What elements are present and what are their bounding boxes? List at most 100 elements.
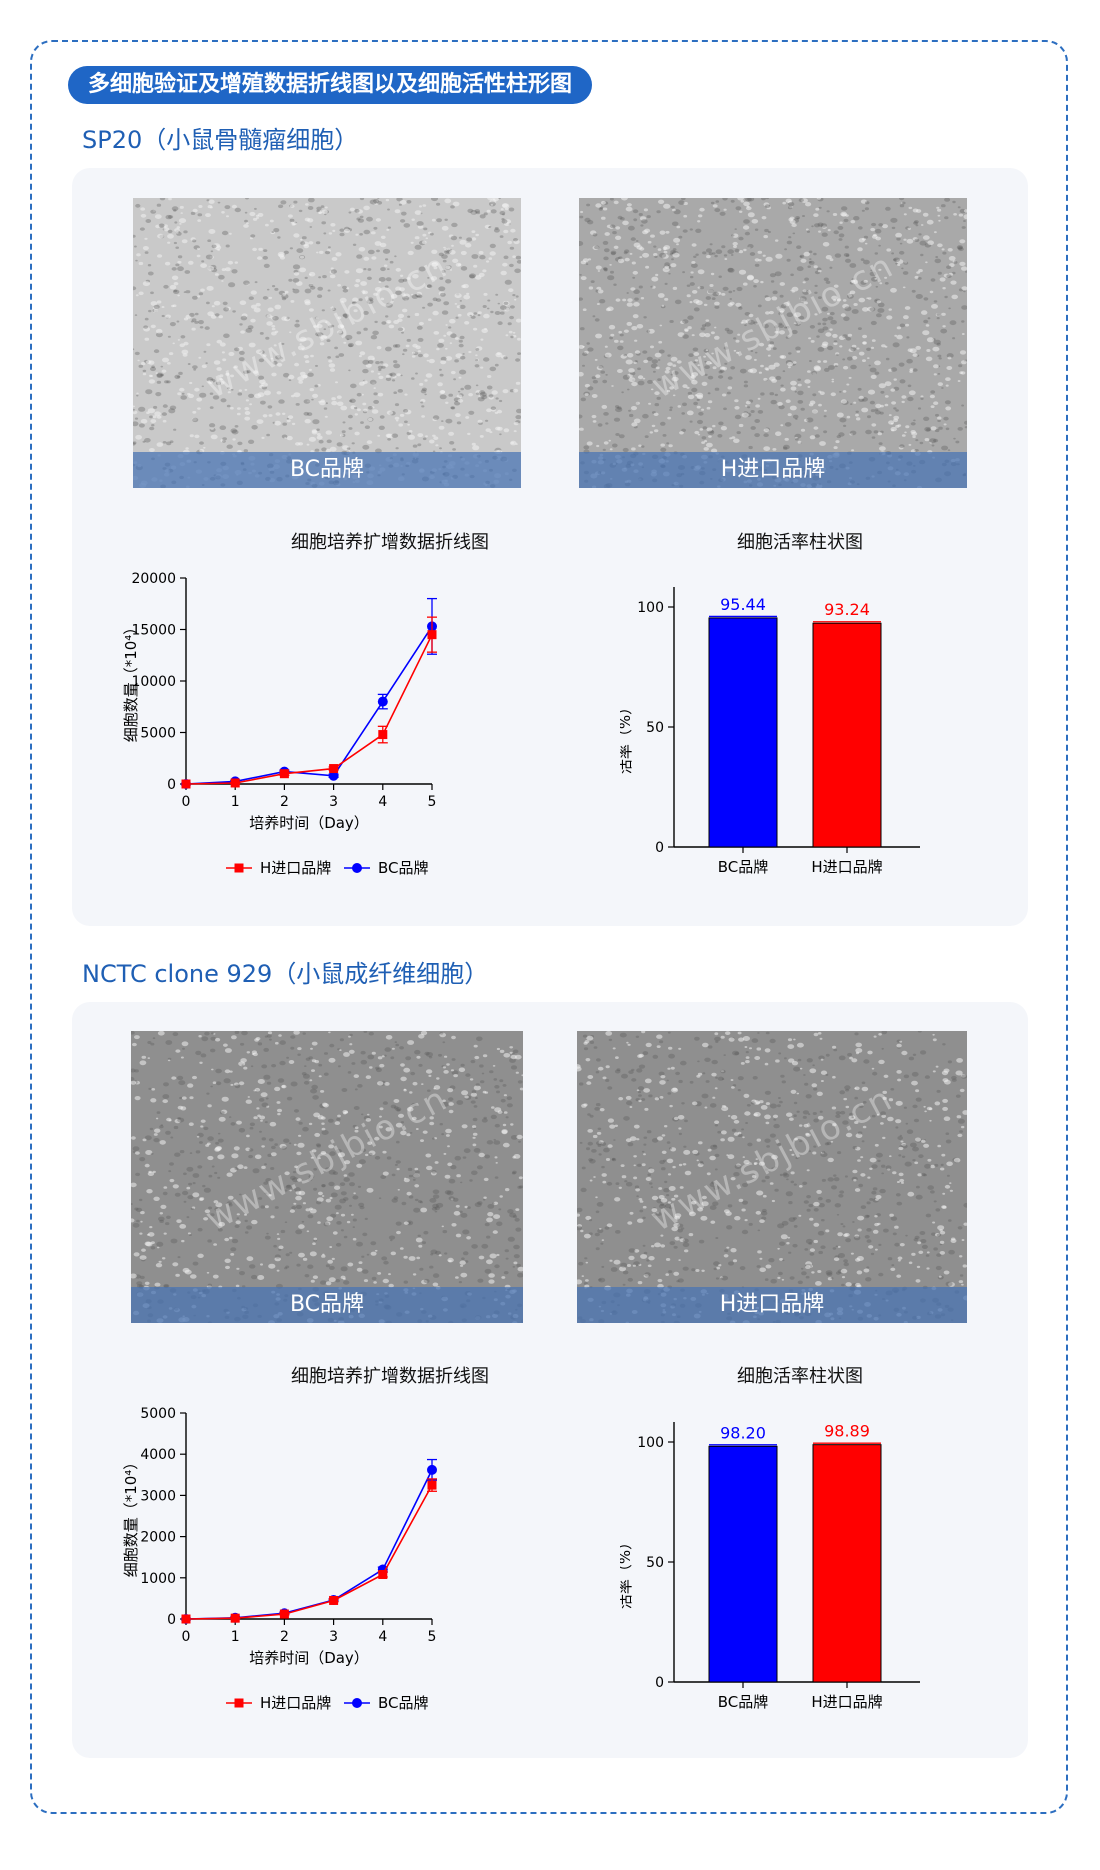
series-bc: [181, 597, 437, 789]
micrograph-image: [579, 198, 967, 488]
x-tick-label: H进口品牌: [811, 858, 882, 876]
bar-group: 93.24 H进口品牌: [811, 600, 882, 876]
legend-marker: [234, 1698, 244, 1708]
data-point: [329, 764, 339, 774]
y-axis-label: 活率（%）: [620, 700, 634, 774]
y-axis-label: 细胞数量（*10⁴）: [122, 1455, 140, 1578]
bar-group: 98.20 BC品牌: [708, 1423, 778, 1711]
chart-legend: H进口品牌 BC品牌: [226, 1694, 429, 1712]
bar-chart-title: 细胞活率柱状图: [737, 532, 863, 553]
legend-marker: [352, 863, 362, 873]
y-tick-label: 2000: [140, 1530, 176, 1546]
legend-label: BC品牌: [378, 859, 429, 877]
x-tick-label: 4: [378, 794, 387, 810]
bar: [708, 1445, 778, 1683]
y-tick-label: 10000: [131, 674, 176, 690]
growth-line-chart-sp20: 0 5000 10000 15000 20000 0 1 2 3 4 5 培养时间（Day） 细胞数量（…: [122, 571, 437, 877]
series-h: [181, 1478, 437, 1624]
series-line: [185, 1469, 433, 1620]
data-point: [378, 730, 388, 740]
photo-caption: BC品牌: [133, 452, 521, 488]
data-point: [279, 1609, 289, 1619]
x-axis-label: 培养时间（Day）: [249, 814, 369, 832]
data-point: [427, 1480, 437, 1490]
growth-line-chart-nctc: 0 1000 2000 3000 4000 5000 0 1 2 3 4 5 培养时间（Day） 细胞数量…: [122, 1406, 437, 1712]
bar: [708, 617, 778, 848]
data-point: [427, 630, 437, 640]
y-tick-label: 50: [646, 1555, 664, 1571]
x-tick-label: 5: [428, 1629, 437, 1645]
data-point: [181, 779, 191, 789]
bar-group: 95.44 BC品牌: [708, 595, 778, 876]
series-line: [185, 634, 433, 785]
cell-texture: [577, 1031, 967, 1323]
y-tick-label: 20000: [131, 571, 176, 587]
bar-group: 98.89 H进口品牌: [811, 1422, 882, 1711]
x-tick-label: BC品牌: [718, 1693, 769, 1711]
page-title-banner: 多细胞验证及增殖数据折线图以及细胞活性柱形图: [68, 66, 593, 104]
photo-caption: H进口品牌: [577, 1287, 967, 1323]
data-point: [427, 1464, 437, 1475]
series-line: [185, 1484, 433, 1620]
legend-marker: [234, 863, 244, 873]
chart-axes: 0 1000 2000 3000 4000 5000 0 1 2 3 4 5: [140, 1406, 436, 1645]
dashed-frame: [30, 40, 1068, 1814]
line-chart-title: 细胞培养扩增数据折线图: [291, 1366, 489, 1387]
x-tick-label: 3: [329, 794, 338, 810]
cell-photo-h-sp20: www.sbjbio.cn H进口品牌: [579, 198, 967, 488]
y-axis-label: 活率（%）: [620, 1535, 634, 1609]
cell-photo-bc-nctc: www.sbjbio.cn BC品牌: [131, 1031, 523, 1323]
y-tick-label: 1000: [140, 1571, 176, 1587]
x-tick-label: 1: [231, 794, 240, 810]
y-tick-label: 0: [655, 840, 664, 856]
x-tick-label: 4: [378, 1629, 387, 1645]
y-tick-label: 100: [637, 600, 664, 616]
section-title-nctc: NCTC clone 929（小鼠成纤维细胞）: [82, 960, 489, 988]
x-axis-label: 培养时间（Day）: [249, 1649, 369, 1667]
y-tick-label: 100: [637, 1435, 664, 1451]
photo-background: [133, 198, 521, 488]
photo-background: [579, 198, 967, 488]
viability-bar-chart-sp20: 0 50 100 活率（%） 95.44 BC品牌 93.24 H进口品牌: [620, 587, 920, 876]
y-tick-label: 0: [167, 777, 176, 793]
micrograph-image: [131, 1031, 523, 1323]
y-axis-label: 细胞数量（*10⁴）: [122, 620, 140, 743]
photo-background: [577, 1031, 967, 1323]
x-tick-label: 1: [231, 1629, 240, 1645]
legend-label: H进口品牌: [260, 859, 331, 877]
bar-value-label: 98.20: [720, 1423, 766, 1442]
cell-texture: [579, 198, 967, 488]
bar: [812, 1444, 882, 1683]
bar-value-label: 95.44: [720, 595, 766, 614]
micrograph-image: [577, 1031, 967, 1323]
bar-value-label: 93.24: [824, 600, 870, 619]
cell-photo-h-nctc: www.sbjbio.cn H进口品牌: [577, 1031, 967, 1323]
x-tick-label: 0: [182, 1629, 191, 1645]
x-tick-label: 3: [329, 1629, 338, 1645]
y-tick-label: 15000: [131, 623, 176, 639]
y-tick-label: 0: [167, 1612, 176, 1628]
bar-chart-title: 细胞活率柱状图: [737, 1366, 863, 1387]
legend-label: BC品牌: [378, 1694, 429, 1712]
series-bc: [181, 1458, 437, 1624]
x-tick-label: BC品牌: [718, 858, 769, 876]
viability-bar-chart-nctc: 0 50 100 活率（%） 98.20 BC品牌 98.89 H进口品牌: [620, 1422, 920, 1711]
bar: [812, 622, 882, 848]
x-tick-label: H进口品牌: [811, 1693, 882, 1711]
y-tick-label: 5000: [140, 726, 176, 742]
x-tick-label: 2: [280, 794, 289, 810]
x-tick-label: 0: [182, 794, 191, 810]
data-point: [378, 1570, 388, 1580]
y-tick-label: 5000: [140, 1406, 176, 1422]
data-point: [230, 1613, 240, 1623]
data-point: [328, 770, 339, 781]
legend-label: H进口品牌: [260, 1694, 331, 1712]
y-tick-label: 3000: [140, 1488, 176, 1504]
line-chart-title: 细胞培养扩增数据折线图: [291, 532, 489, 553]
legend-marker: [352, 1698, 362, 1708]
x-tick-label: 2: [280, 1629, 289, 1645]
series-line: [185, 625, 433, 785]
cell-photo-bc-sp20: www.sbjbio.cn BC品牌: [133, 198, 521, 488]
series-h: [181, 616, 437, 789]
photo-caption: BC品牌: [131, 1287, 523, 1323]
